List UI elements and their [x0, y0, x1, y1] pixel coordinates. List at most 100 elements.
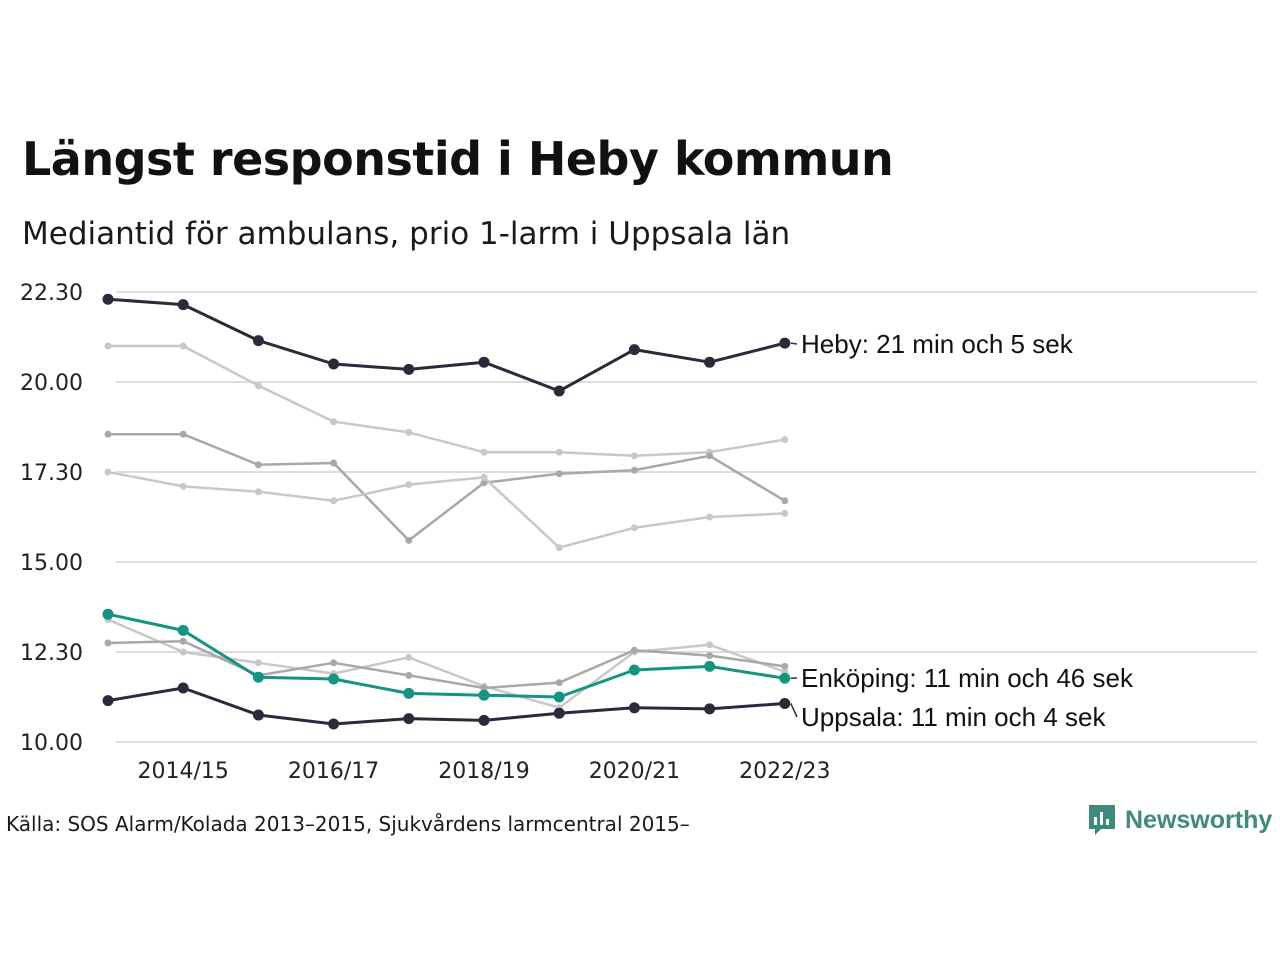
newsworthy-logo-icon — [1089, 805, 1115, 835]
data-point — [403, 687, 415, 699]
data-point — [704, 356, 716, 368]
data-point — [706, 452, 714, 460]
series-line — [108, 344, 786, 458]
data-point — [177, 682, 189, 694]
data-point — [480, 684, 488, 692]
data-point — [706, 641, 714, 649]
label-leader — [790, 703, 798, 718]
data-point — [630, 646, 638, 654]
series-line — [107, 686, 785, 726]
data-point — [706, 513, 714, 521]
data-point — [478, 356, 490, 368]
data-point — [179, 648, 187, 656]
data-point — [328, 718, 340, 730]
data-point — [179, 482, 187, 490]
label-leader — [790, 342, 798, 345]
data-point — [553, 691, 565, 703]
source-note: Källa: SOS Alarm/Kolada 2013–2015, Sjukv… — [6, 812, 690, 836]
data-point — [405, 536, 413, 544]
y-tick-label: 12.30 — [20, 641, 83, 666]
x-tick-label: 2022/23 — [739, 759, 830, 784]
data-point — [405, 671, 413, 679]
data-point — [781, 497, 789, 505]
data-point — [405, 428, 413, 436]
x-tick-label: 2014/15 — [137, 759, 228, 784]
series-label: Heby: 21 min och 5 sek — [801, 329, 1074, 359]
series-label: Uppsala: 11 min och 4 sek — [801, 702, 1106, 732]
series-heby — [102, 293, 791, 397]
series-enkoping — [102, 608, 791, 703]
data-point — [480, 448, 488, 456]
data-point — [254, 461, 262, 469]
series-label: Enköping: 11 min och 46 sek — [801, 663, 1134, 693]
data-point — [104, 342, 112, 350]
data-point — [328, 358, 340, 370]
data-point — [177, 624, 189, 636]
data-point — [781, 436, 789, 444]
y-tick-label: 22.30 — [20, 281, 83, 306]
data-point — [553, 707, 565, 719]
series-context — [104, 430, 789, 544]
brand-logo[interactable]: Newsworthy — [1087, 803, 1272, 837]
data-point — [102, 293, 114, 305]
data-point — [779, 697, 791, 709]
data-point — [779, 337, 791, 349]
data-point — [330, 659, 338, 667]
data-point — [628, 344, 640, 356]
data-point — [104, 639, 112, 647]
series-line — [107, 639, 785, 690]
data-point — [179, 430, 187, 438]
y-tick-label: 17.30 — [20, 461, 83, 486]
series-line — [108, 432, 786, 542]
y-tick-label: 15.00 — [20, 551, 83, 576]
data-point — [254, 659, 262, 667]
series-context — [104, 342, 789, 460]
data-point — [403, 363, 415, 375]
data-point — [781, 509, 789, 517]
data-point — [102, 608, 114, 620]
y-axis: 10.00 12.30 15.00 17.30 20.00 22.30 — [20, 281, 1257, 756]
data-point — [179, 342, 187, 350]
data-point — [478, 689, 490, 701]
data-point — [177, 299, 189, 311]
data-point — [403, 713, 415, 725]
data-point — [555, 679, 563, 687]
data-point — [628, 664, 640, 676]
data-point — [630, 524, 638, 532]
data-point — [252, 671, 264, 683]
x-axis: 2014/15 2016/17 2018/19 2020/21 2022/23 — [137, 759, 830, 784]
data-point — [704, 703, 716, 715]
data-point — [555, 544, 563, 552]
chart-subtitle: Mediantid för ambulans, prio 1-larm i Up… — [22, 216, 791, 252]
series-line — [107, 297, 786, 393]
chart-title: Längst responstid i Heby kommun — [22, 132, 894, 186]
data-point — [630, 452, 638, 460]
data-point — [102, 695, 114, 707]
data-point — [405, 653, 413, 661]
data-point — [330, 459, 338, 467]
data-point — [104, 430, 112, 438]
data-point — [555, 470, 563, 478]
series-uppsala — [102, 682, 791, 730]
data-point — [630, 466, 638, 474]
data-point — [480, 479, 488, 487]
series-line — [107, 470, 785, 549]
series-context — [104, 468, 789, 552]
data-point — [706, 652, 714, 660]
data-point — [779, 672, 791, 684]
data-point — [254, 382, 262, 390]
data-point — [405, 481, 413, 489]
data-point — [480, 473, 488, 481]
data-point — [330, 418, 338, 426]
data-point — [628, 702, 640, 714]
data-point — [555, 448, 563, 456]
data-point — [179, 637, 187, 645]
series-context — [104, 637, 789, 692]
brand-name: Newsworthy — [1125, 805, 1273, 834]
x-tick-label: 2018/19 — [438, 759, 529, 784]
x-tick-label: 2020/21 — [589, 759, 680, 784]
data-point — [254, 488, 262, 496]
data-point — [781, 662, 789, 670]
data-point — [704, 660, 716, 672]
